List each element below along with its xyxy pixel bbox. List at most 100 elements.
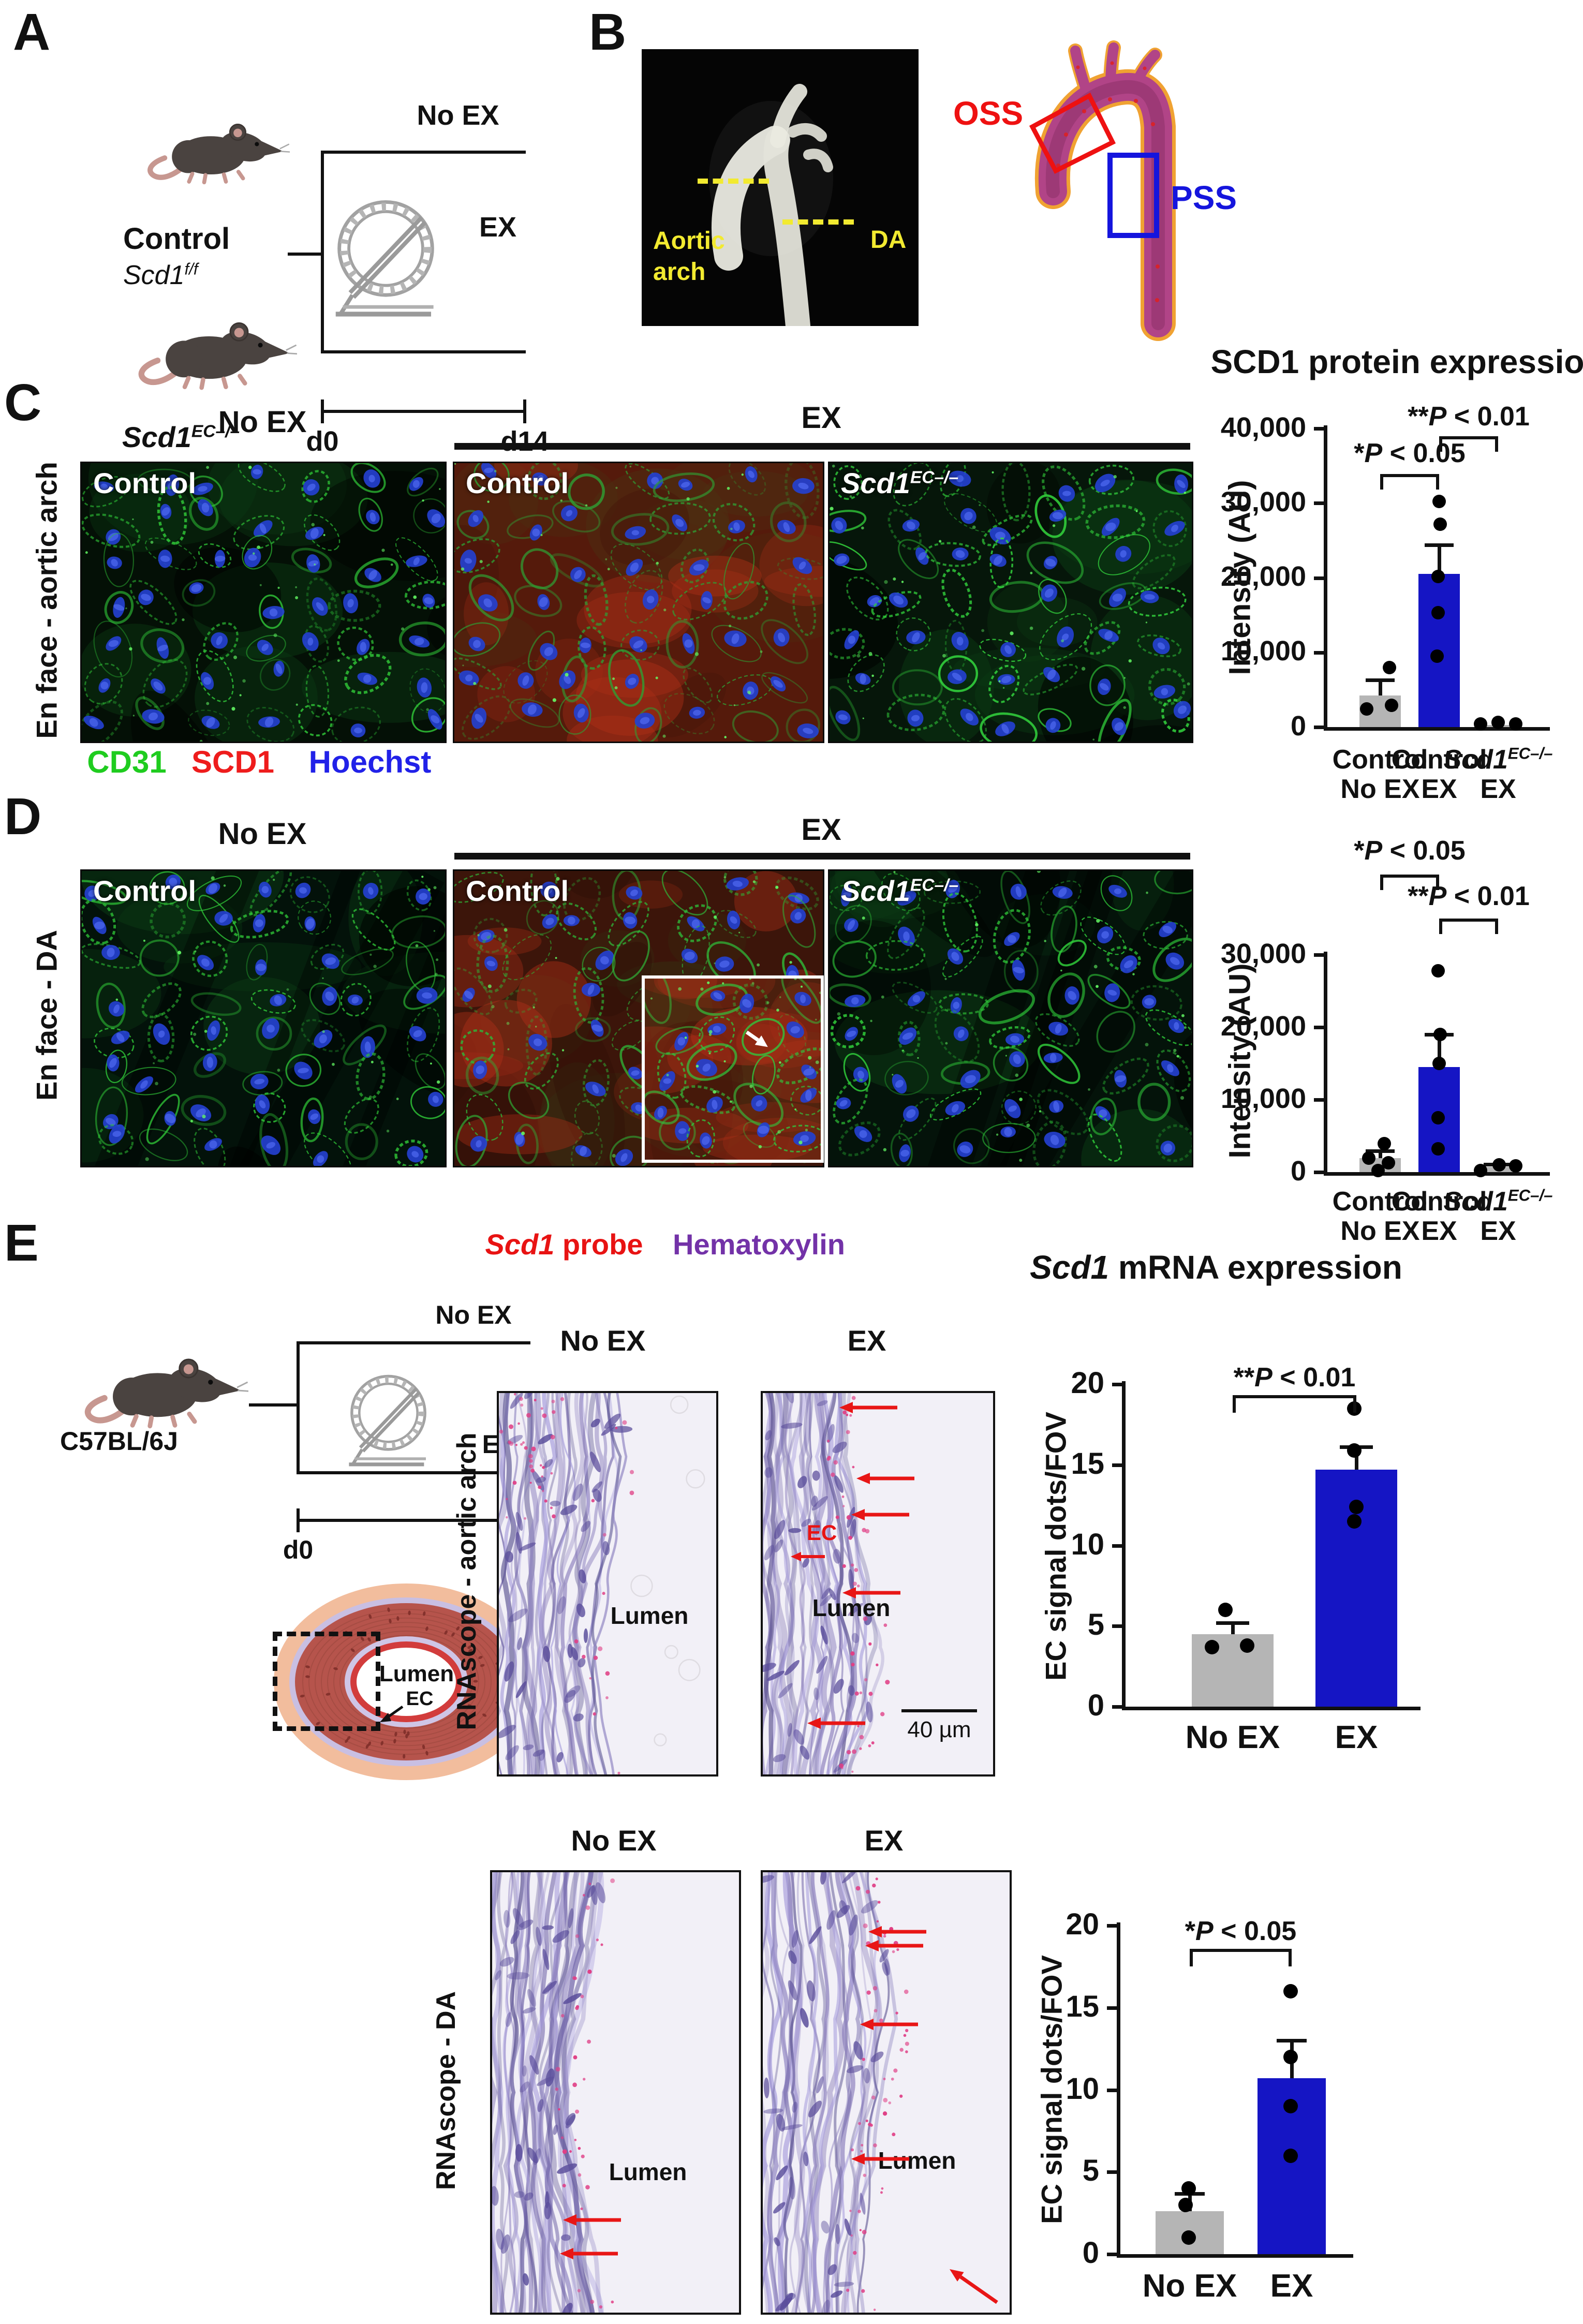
scd1-mrna-da-point — [1283, 2148, 1298, 2163]
scd1-mrna-da-tick-label: 5 — [1082, 2154, 1099, 2188]
scd1-protein-aortic-arch-tick-label: 10,000 — [1220, 635, 1306, 667]
a-ex-label: EX — [479, 212, 517, 243]
rnascope-arch-noex — [497, 1391, 718, 1777]
panel-b-label: B — [589, 3, 627, 61]
bracket-top-line — [321, 151, 526, 154]
c-ex-overline — [454, 443, 1190, 450]
cross-section-roi-box — [273, 1632, 380, 1731]
scd1-mrna-aortic-arch-point — [1218, 1603, 1233, 1618]
scd1-mrna-da-point — [1283, 1984, 1298, 1999]
scd1-mrna-aortic-arch-y-label: EC signal dots/FOV — [1039, 1412, 1072, 1681]
lumen-label: Lumen — [610, 1602, 689, 1629]
scd1-mrna-aortic-arch-tick-label: 5 — [1087, 1608, 1104, 1642]
lumen-label: Lumen — [609, 2158, 687, 2185]
scd1-mrna-aortic-arch-sig-bracket — [1233, 1395, 1356, 1398]
scd1-protein-da-tick — [1314, 1026, 1327, 1029]
hematoxylin-label: Hematoxylin — [673, 1228, 845, 1261]
scd1-protein-da-sig-text: **P < 0.01 — [1408, 881, 1530, 911]
scd1-protein-aortic-arch-tick-label: 20,000 — [1220, 561, 1306, 593]
scd1-protein-aortic-arch-error-stem — [1379, 680, 1382, 696]
panel-a-label: A — [13, 3, 51, 61]
scd1-mrna-da-point — [1181, 2181, 1196, 2196]
scd1-mrna-aortic-arch-x-label: No EX — [1185, 1720, 1280, 1755]
scd1-protein-da-point — [1492, 1158, 1506, 1172]
c-img-scd1ko-ex — [828, 462, 1193, 743]
scd1-mrna-aortic-arch-title: Scd1 mRNA expression — [1030, 1249, 1402, 1286]
scd1-protein-aortic-arch-sig-text: **P < 0.01 — [1408, 402, 1530, 432]
scd1-mrna-aortic-arch-x-axis — [1122, 1707, 1421, 1710]
scd1-protein-da-tick — [1314, 1098, 1327, 1102]
legend-scd1: SCD1 — [191, 745, 275, 779]
ec-label: EC — [806, 1520, 837, 1545]
e-bracket-vertical — [297, 1341, 300, 1474]
scd1-protein-da-sig-bracket — [1439, 919, 1498, 922]
scd1-mrna-da-tick-label: 0 — [1082, 2236, 1099, 2270]
d-img-scd1ko-ex — [828, 869, 1193, 1167]
aortic-arch-photo-label-2: arch — [653, 258, 706, 286]
scd1-mrna-da-point — [1178, 2197, 1193, 2212]
scd1-mrna-aortic-arch-tick — [1112, 1463, 1126, 1467]
scd1-protein-aortic-arch-sig-bracket — [1439, 436, 1498, 439]
scd1-mrna-aortic-arch-error-stem — [1231, 1623, 1235, 1634]
scd1-mrna-da-sig-leg — [1289, 1949, 1292, 1966]
panel-d-label: D — [4, 788, 42, 846]
scd1-mrna-aortic-arch-point — [1205, 1639, 1219, 1654]
scd1-protein-aortic-arch-y-label: Intensity (AU) — [1223, 480, 1257, 675]
e-bracket-bottom-line — [297, 1471, 530, 1474]
scd1-signal-arrow — [563, 2213, 624, 2227]
scd1-protein-aortic-arch-tick — [1314, 726, 1327, 729]
scd1-protein-da-point — [1378, 1137, 1391, 1151]
bracket-connector — [288, 253, 322, 256]
scd1-protein-da-x-label: Scd1EC–/– — [1443, 1186, 1553, 1217]
legend-cd31: CD31 — [87, 745, 167, 779]
pss-label: PSS — [1171, 179, 1237, 216]
scd1-protein-da-y-axis — [1324, 952, 1327, 1176]
scd1-mrna-da-tick — [1107, 2253, 1120, 2256]
scd1-signal-arrow — [856, 1472, 918, 1485]
scd1-protein-aortic-arch-sig-text: *P < 0.05 — [1354, 438, 1466, 468]
scd1-signal-arrow — [842, 1586, 904, 1600]
c-no-ex-header: No EX — [218, 405, 307, 439]
group1-name: Control — [123, 222, 230, 256]
scd1-protein-da-x-label: No EX — [1340, 1216, 1420, 1246]
scd1-protein-aortic-arch-sig-leg — [1439, 436, 1442, 452]
group1-genotype: Scd1f/f — [123, 260, 198, 290]
scd1-protein-aortic-arch-tick-label: 0 — [1290, 710, 1306, 742]
scd1-protein-da-tick — [1314, 953, 1327, 957]
e-bracket-top-line — [297, 1341, 530, 1344]
da-photo-label: DA — [870, 226, 907, 254]
scd1-protein-aortic-arch-tick-label: 30,000 — [1220, 486, 1306, 517]
e-row2-no-ex-header: No EX — [571, 1824, 657, 1857]
timeline-d14: d14 — [500, 426, 549, 457]
scd1-protein-aortic-arch-x-label: EX — [1421, 774, 1457, 804]
scd1-protein-da-sig-leg — [1436, 875, 1439, 890]
scd1-protein-da-sig-leg — [1439, 919, 1442, 934]
scd1-signal-arrow — [851, 2152, 912, 2166]
scd1-protein-aortic-arch-tick-label: 40,000 — [1220, 411, 1306, 443]
scd1-protein-da-point — [1371, 1164, 1385, 1178]
scd1-protein-aortic-arch-point — [1474, 717, 1487, 731]
scd1-protein-da-point — [1433, 1028, 1447, 1041]
bracket-bottom-line — [321, 350, 526, 353]
oss-region-outline — [1029, 92, 1116, 174]
aortic-arch-photo-label-1: Aortic — [653, 227, 725, 255]
lumen-label: Lumen — [812, 1594, 891, 1621]
scd1-mrna-da-tick — [1107, 2006, 1120, 2010]
scd1-protein-aortic-arch-x-label: Control — [1391, 745, 1487, 775]
scd1-protein-da-point — [1431, 964, 1445, 978]
rnascope-da-noex — [490, 1870, 741, 2315]
c-img1-tag: Control — [93, 467, 197, 499]
scd1-protein-da-x-label: Control — [1391, 1187, 1487, 1217]
scd1-mrna-da-x-label: EX — [1270, 2268, 1313, 2304]
scd1-protein-aortic-arch-point — [1509, 717, 1522, 731]
e-row1-ex-header: EX — [847, 1324, 886, 1357]
scd1-mrna-da-x-axis — [1117, 2254, 1353, 2258]
scd1-protein-aortic-arch-error-stem — [1438, 545, 1441, 574]
scd1-protein-aortic-arch-x-label: Scd1EC–/– — [1443, 744, 1553, 775]
inset-white-arrow — [745, 1030, 768, 1047]
scd1-protein-da-sig-leg — [1380, 875, 1383, 890]
scd1-mrna-da-sig-bracket — [1190, 1949, 1292, 1952]
d-img1-tag: Control — [93, 875, 197, 907]
d-no-ex-header: No EX — [218, 817, 307, 851]
